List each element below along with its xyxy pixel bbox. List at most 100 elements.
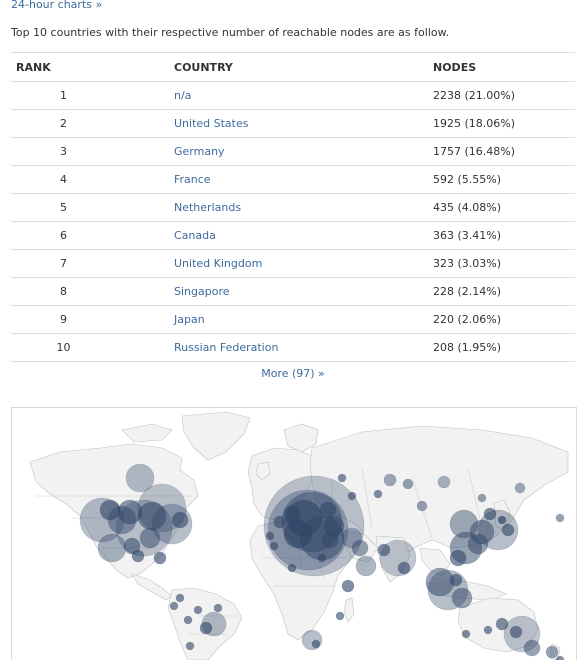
node-bubble[interactable] [125, 463, 155, 493]
node-bubble[interactable] [97, 533, 127, 563]
country-link[interactable]: Netherlands [174, 193, 433, 222]
node-bubble[interactable] [311, 639, 321, 649]
node-bubble[interactable] [185, 641, 195, 651]
country-link[interactable]: Russian Federation [174, 333, 433, 362]
rank-cell: 6 [11, 221, 174, 250]
node-bubble[interactable] [265, 531, 275, 541]
country-link[interactable]: United Kingdom [174, 249, 433, 278]
central-america-shape [131, 573, 173, 601]
node-bubble[interactable] [509, 625, 523, 639]
node-bubble[interactable] [131, 549, 145, 563]
arctic-islands-shape [121, 423, 173, 443]
nodes-cell: 220 (2.06%) [433, 305, 575, 334]
japan-shape [493, 499, 511, 531]
node-bubble[interactable] [193, 605, 203, 615]
node-bubble[interactable] [514, 482, 526, 494]
rank-cell: 7 [11, 249, 174, 278]
node-bubble[interactable] [402, 478, 414, 490]
country-link[interactable]: Japan [174, 305, 433, 334]
node-bubble[interactable] [341, 579, 355, 593]
node-bubble[interactable] [383, 473, 397, 487]
node-bubble[interactable] [351, 539, 369, 557]
node-bubbles [79, 463, 565, 660]
node-bubble[interactable] [555, 513, 565, 523]
node-bubble[interactable] [545, 645, 559, 659]
nodes-cell: 1925 (18.06%) [433, 109, 575, 138]
node-bubble[interactable] [467, 533, 489, 555]
node-bubble[interactable] [269, 541, 279, 551]
node-bubble[interactable] [273, 515, 287, 529]
node-bubble[interactable] [477, 509, 519, 551]
node-bubble[interactable] [449, 549, 467, 567]
node-bubble[interactable] [483, 507, 497, 521]
node-bubble[interactable] [497, 515, 507, 525]
node-bubble[interactable] [347, 491, 357, 501]
nodes-cell: 228 (2.14%) [433, 277, 575, 306]
nodes-cell: 323 (3.03%) [433, 249, 575, 278]
node-bubble[interactable] [213, 603, 223, 613]
node-bubble[interactable] [319, 501, 337, 519]
rank-cell: 2 [11, 109, 174, 138]
table-row: 3 Germany 1757 (16.48%) [11, 137, 575, 166]
node-bubble[interactable] [287, 563, 297, 573]
country-link[interactable]: Germany [174, 137, 433, 166]
rank-cell: 4 [11, 165, 174, 194]
column-header-country: COUNTRY [174, 52, 433, 82]
node-bubble[interactable] [373, 489, 383, 499]
node-bubble[interactable] [317, 553, 327, 563]
node-bubble[interactable] [99, 499, 121, 521]
rank-cell: 8 [11, 277, 174, 306]
node-bubble[interactable] [355, 555, 377, 577]
country-link[interactable]: n/a [174, 81, 433, 110]
scandinavia-shape [283, 423, 319, 453]
node-bubble[interactable] [477, 493, 487, 503]
more-countries-link[interactable]: More (97) » [261, 367, 325, 380]
rank-cell: 5 [11, 193, 174, 222]
nodes-cell: 1757 (16.48%) [433, 137, 575, 166]
24-hour-charts-link[interactable]: 24-hour charts » [11, 0, 103, 11]
node-bubble[interactable] [377, 543, 391, 557]
node-bubble[interactable] [283, 505, 301, 523]
nodes-cell: 208 (1.95%) [433, 333, 575, 362]
node-bubble[interactable] [437, 475, 451, 489]
node-bubble[interactable] [123, 537, 141, 555]
node-bubble[interactable] [335, 611, 345, 621]
table-row: 2 United States 1925 (18.06%) [11, 109, 575, 138]
table-row: 9 Japan 220 (2.06%) [11, 305, 575, 334]
node-bubble[interactable] [169, 601, 179, 611]
column-header-rank: RANK [11, 52, 174, 82]
node-bubble[interactable] [451, 587, 473, 609]
node-bubble[interactable] [397, 561, 411, 575]
country-link[interactable]: Canada [174, 221, 433, 250]
country-link[interactable]: Singapore [174, 277, 433, 306]
node-bubble[interactable] [483, 625, 493, 635]
node-bubble[interactable] [139, 527, 161, 549]
node-bubble[interactable] [321, 531, 339, 549]
node-bubble[interactable] [183, 615, 193, 625]
node-bubble[interactable] [416, 500, 428, 512]
node-bubble[interactable] [153, 551, 167, 565]
nodes-cell: 592 (5.55%) [433, 165, 575, 194]
rank-cell: 3 [11, 137, 174, 166]
table-row: 10 Russian Federation 208 (1.95%) [11, 333, 575, 362]
node-bubble[interactable] [449, 573, 463, 587]
rank-cell: 9 [11, 305, 174, 334]
node-bubble[interactable] [495, 617, 509, 631]
intro-text: Top 10 countries with their respective n… [11, 26, 450, 39]
node-bubble[interactable] [461, 629, 471, 639]
country-link[interactable]: France [174, 165, 433, 194]
table-row: 1 n/a 2238 (21.00%) [11, 81, 575, 110]
node-bubble[interactable] [171, 511, 189, 529]
table-row: 7 United Kingdom 323 (3.03%) [11, 249, 575, 278]
node-bubble[interactable] [283, 519, 313, 549]
country-link[interactable]: United States [174, 109, 433, 138]
node-world-map[interactable] [11, 407, 577, 660]
node-bubble[interactable] [501, 523, 515, 537]
top-countries-table: RANK COUNTRY NODES 1 n/a 2238 (21.00%) 2… [11, 52, 575, 362]
table-row: 6 Canada 363 (3.41%) [11, 221, 575, 250]
node-bubble[interactable] [175, 593, 185, 603]
node-bubble[interactable] [523, 639, 541, 657]
greenland-shape [181, 411, 251, 461]
node-bubble[interactable] [199, 621, 213, 635]
node-bubble[interactable] [337, 473, 347, 483]
